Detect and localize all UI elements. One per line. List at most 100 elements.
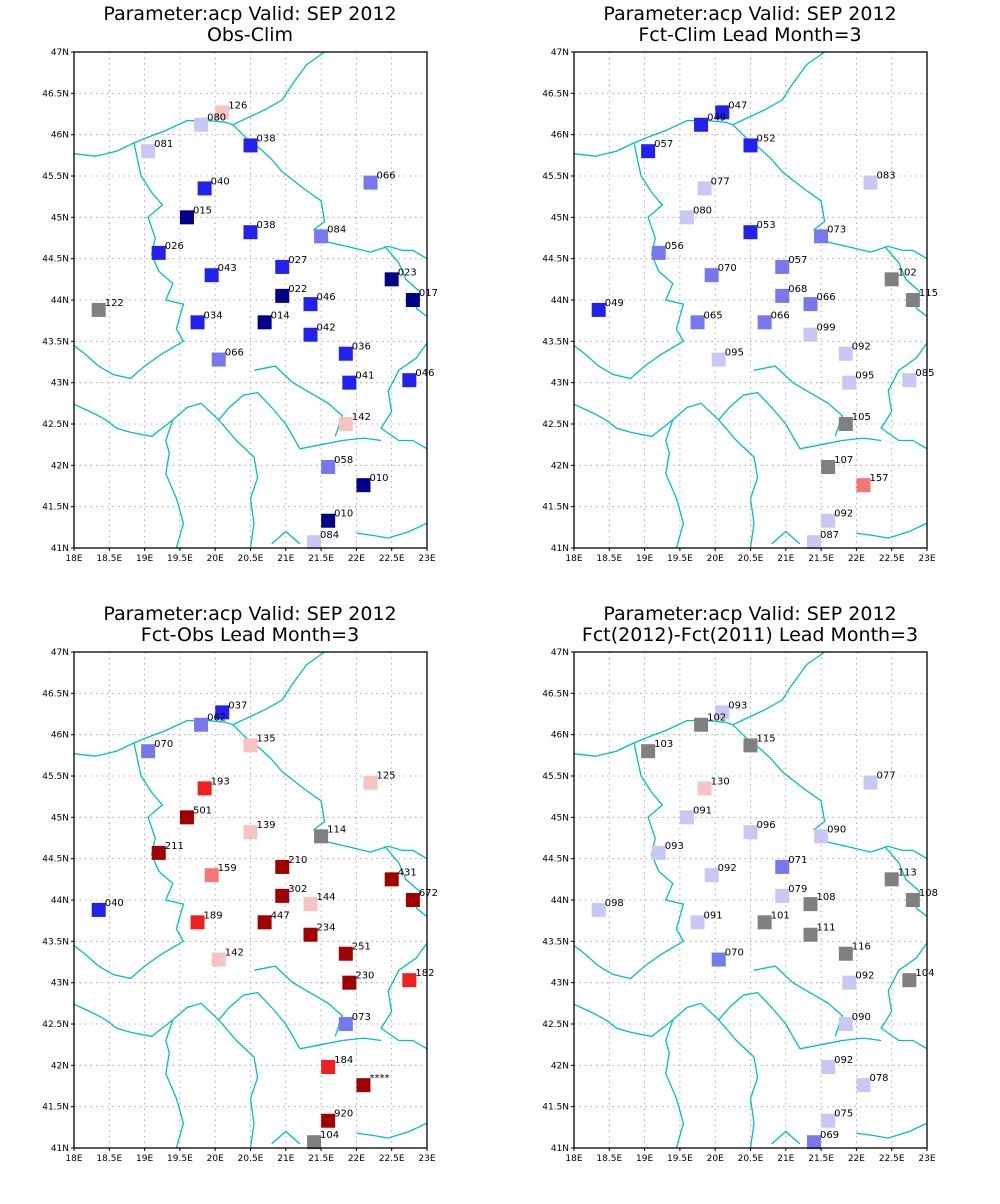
y-tick-label: 42.5N bbox=[42, 420, 69, 430]
station-marker bbox=[257, 915, 272, 930]
station-label: 189 bbox=[204, 910, 223, 921]
x-tick-label: 19.5E bbox=[667, 554, 693, 564]
border-line bbox=[771, 530, 801, 545]
station-marker bbox=[838, 346, 853, 361]
y-tick-label: 42.5N bbox=[542, 420, 569, 430]
station-marker bbox=[690, 315, 705, 330]
station-marker bbox=[151, 245, 166, 260]
station-label: 066 bbox=[771, 310, 790, 321]
y-tick-label: 41N bbox=[51, 544, 69, 554]
station-marker bbox=[402, 373, 417, 388]
station-marker bbox=[384, 872, 399, 887]
station-label: 037 bbox=[228, 700, 247, 711]
y-tick-label: 41.5N bbox=[42, 503, 69, 513]
y-tick-label: 43N bbox=[51, 379, 69, 389]
border-line bbox=[799, 437, 882, 450]
station-marker bbox=[803, 297, 818, 312]
station-marker bbox=[190, 915, 205, 930]
station-marker bbox=[338, 346, 353, 361]
station-label: 070 bbox=[718, 263, 737, 274]
station-marker bbox=[757, 915, 772, 930]
station-marker bbox=[838, 946, 853, 961]
y-tick-label: 41N bbox=[551, 1144, 569, 1154]
station-label: 073 bbox=[352, 1012, 371, 1023]
station-label: 101 bbox=[771, 910, 790, 921]
station-label: 115 bbox=[757, 733, 776, 744]
x-tick-label: 22.5E bbox=[879, 554, 905, 564]
station-label: 010 bbox=[369, 473, 388, 484]
station-label: 159 bbox=[218, 863, 237, 874]
y-tick-label: 42.5N bbox=[542, 1020, 569, 1030]
station-marker bbox=[342, 375, 357, 390]
station-marker bbox=[807, 535, 822, 550]
x-tick-label: 20.5E bbox=[738, 554, 764, 564]
station-label: 065 bbox=[704, 310, 723, 321]
station-marker bbox=[838, 1017, 853, 1031]
y-axis-ticks: 47N 46.5N 46N 45.5N 45N 44.5N 44N 43.5N 43N 42.5N… bbox=[42, 648, 74, 1154]
station-marker bbox=[704, 268, 719, 283]
x-tick-label: 22E bbox=[848, 554, 865, 564]
station-marker bbox=[814, 829, 829, 844]
station-label: 501 bbox=[193, 805, 212, 816]
border-line bbox=[717, 391, 801, 549]
panel-title-line2: Fct-Obs Lead Month=3 bbox=[141, 624, 359, 646]
border-line bbox=[73, 119, 234, 157]
panel-title-line1: Parameter:acp Valid: SEP 2012 bbox=[603, 3, 896, 25]
y-tick-label: 41N bbox=[51, 1144, 69, 1154]
station-label: 091 bbox=[693, 805, 712, 816]
x-tick-label: 22.5E bbox=[379, 1154, 405, 1164]
station-label: 057 bbox=[788, 255, 807, 266]
station-marker bbox=[807, 1135, 822, 1150]
x-tick-label: 18.5E bbox=[596, 554, 622, 564]
x-tick-label: 20E bbox=[207, 554, 224, 564]
x-tick-label: 22E bbox=[348, 1154, 365, 1164]
border-line bbox=[880, 942, 928, 1050]
border-line bbox=[880, 342, 928, 450]
station-label: 066 bbox=[225, 348, 244, 359]
border-line bbox=[856, 522, 928, 539]
station-label: **** bbox=[369, 1073, 389, 1084]
border-line bbox=[232, 124, 428, 260]
station-label: 182 bbox=[415, 968, 434, 979]
station-label: 210 bbox=[288, 855, 307, 866]
border-line bbox=[799, 1037, 882, 1050]
station-label: 104 bbox=[915, 968, 934, 979]
x-tick-label: 22E bbox=[848, 1154, 865, 1164]
x-tick-label: 18.5E bbox=[96, 554, 122, 564]
border-line bbox=[732, 724, 928, 860]
borders bbox=[573, 51, 928, 549]
station-label: 234 bbox=[317, 923, 336, 934]
border-line bbox=[356, 522, 428, 539]
station-label: 102 bbox=[898, 267, 917, 278]
x-tick-label: 22.5E bbox=[879, 1154, 905, 1164]
border-line bbox=[299, 437, 382, 450]
y-tick-label: 43.5N bbox=[542, 337, 569, 347]
x-axis-ticks: 18E 18.5E 19E 19.5E 20E 20.5E 21E 21.5E 22E 22.5E… bbox=[565, 548, 936, 564]
x-tick-label: 19E bbox=[136, 554, 153, 564]
station-label: 107 bbox=[834, 455, 853, 466]
panel-title-line2: Fct(2012)-Fct(2011) Lead Month=3 bbox=[582, 624, 918, 646]
station-marker bbox=[141, 744, 156, 759]
station-label: 038 bbox=[257, 133, 276, 144]
y-tick-label: 45.5N bbox=[542, 172, 569, 182]
station-marker bbox=[321, 513, 336, 528]
station-marker bbox=[91, 902, 106, 917]
station-label: 069 bbox=[820, 1130, 839, 1141]
panel-fct2012-fct2011: Parameter:acp Valid: SEP 2012 Fct(2012)-… bbox=[542, 603, 938, 1164]
y-tick-label: 44.5N bbox=[542, 855, 569, 865]
station-marker bbox=[856, 1078, 871, 1093]
station-label: 034 bbox=[204, 310, 223, 321]
y-tick-label: 44N bbox=[51, 896, 69, 906]
station-marker bbox=[275, 888, 290, 903]
station-label: 447 bbox=[271, 910, 290, 921]
station-label: 022 bbox=[288, 284, 307, 295]
station-label: 041 bbox=[355, 371, 374, 382]
borders bbox=[573, 651, 928, 1149]
border-line bbox=[573, 1003, 674, 1038]
border-line bbox=[732, 124, 928, 260]
x-tick-label: 20E bbox=[207, 1154, 224, 1164]
station-marker bbox=[711, 352, 726, 367]
station-marker bbox=[190, 315, 205, 330]
gridlines bbox=[573, 651, 928, 1149]
